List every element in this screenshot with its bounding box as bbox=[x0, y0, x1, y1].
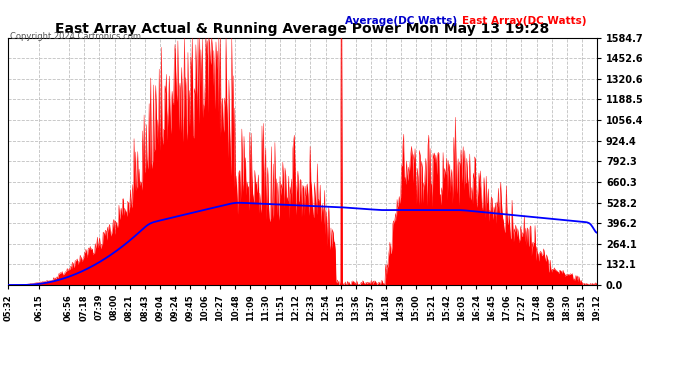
Text: Copyright 2024 Cartronics.com: Copyright 2024 Cartronics.com bbox=[10, 32, 141, 41]
Text: East Array(DC Watts): East Array(DC Watts) bbox=[462, 16, 586, 26]
Text: Average(DC Watts): Average(DC Watts) bbox=[345, 16, 457, 26]
Title: East Array Actual & Running Average Power Mon May 13 19:28: East Array Actual & Running Average Powe… bbox=[55, 22, 550, 36]
